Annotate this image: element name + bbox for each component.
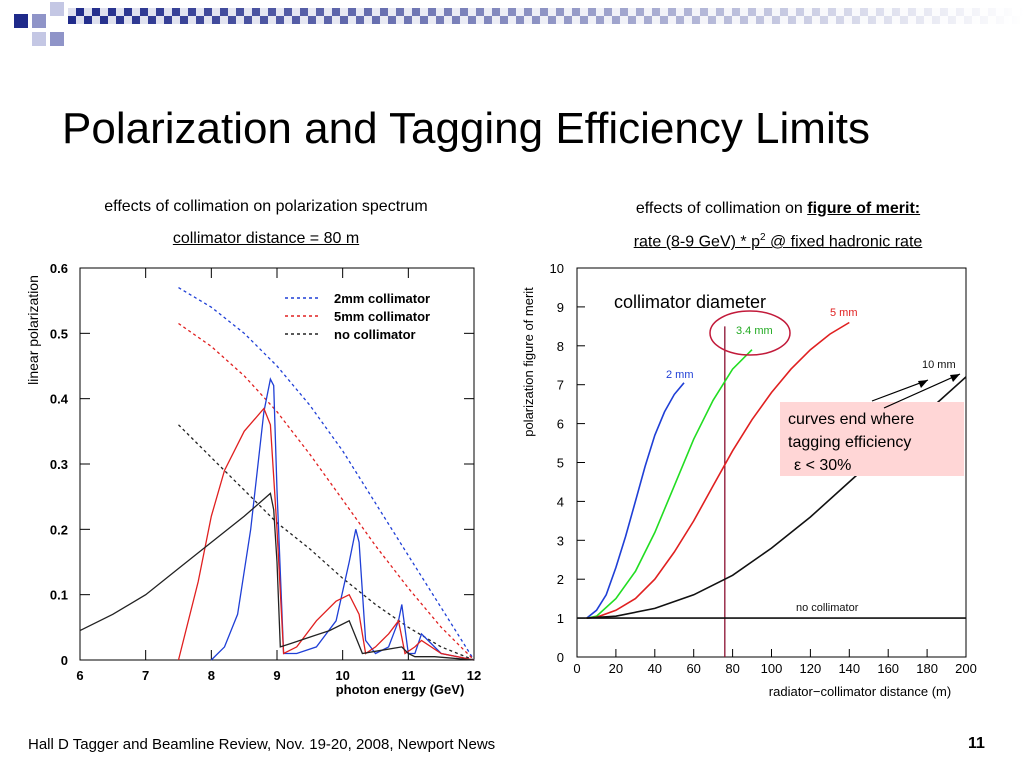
note-arrow-2-head	[950, 374, 960, 382]
chart2-x-tick-label: 140	[838, 661, 860, 676]
chart2-curve-label: 3.4 mm	[736, 325, 773, 337]
chart2-x-tick-label: 80	[725, 661, 739, 676]
chart2-y-tick-label: 10	[550, 261, 564, 276]
chart2-y-axis-label: polarization figure of merit	[521, 287, 536, 437]
chart1-series-line	[178, 322, 475, 661]
chart2-series-line	[586, 382, 685, 619]
chart1-series	[79, 287, 475, 661]
chart1-x-tick-label: 9	[273, 668, 280, 683]
chart1-y-tick-label: 0.2	[50, 522, 68, 537]
chart2-y-tick-label: 7	[557, 378, 564, 393]
chart2-curve-label: 5 mm	[830, 307, 858, 319]
chart1-series-line	[79, 492, 475, 661]
chart2-curve-label: no collimator	[796, 602, 859, 614]
chart1-x-axis-label: photon energy (GeV)	[336, 682, 465, 697]
chart1-y-tick-label: 0.4	[50, 392, 69, 407]
chart2-x-tick-label: 20	[609, 661, 623, 676]
slide-corner-decoration	[14, 2, 64, 46]
chart1-y-axis-label: linear polarization	[25, 275, 41, 385]
chart2-axes: 0 20 40 60 80 100 120 140 160 180 200 0 1 2 3 4 5 6 7 8 9 10	[550, 261, 977, 676]
chart2-x-tick-label: 100	[761, 661, 783, 676]
chart1-x-tick-label: 11	[401, 668, 415, 683]
right-panel-subcaption: rate (8-9 GeV) * p2 @ fixed hadronic rat…	[560, 232, 996, 251]
note-arrow-1-head	[918, 380, 928, 388]
chart2-curve-label: 2 mm	[666, 369, 694, 381]
chart2-x-tick-label: 160	[877, 661, 899, 676]
chart1-y-tick-label: 0.6	[50, 261, 68, 276]
chart1-series-line	[178, 287, 475, 661]
chart1-y-tick-label: 0.5	[50, 326, 68, 341]
chart2-x-axis-label: radiator−collimator distance (m)	[769, 684, 951, 699]
chart1-legend-label: 2mm collimator	[334, 291, 430, 306]
chart2-y-tick-label: 2	[557, 572, 564, 587]
chart2-series-line	[586, 321, 850, 619]
chart2-y-tick-label: 4	[557, 494, 564, 509]
polarization-spectrum-chart: 6 7 8 9 10 11 12 0 0.1 0.2 0.3 0.4 0.5 0.6 2mm collim…	[25, 261, 481, 697]
chart2-curve-labels: 2 mm 3.4 mm 5 mm 10 mm no collimator	[666, 307, 956, 614]
chart2-x-tick-label: 120	[800, 661, 822, 676]
note-line-2: tagging efficiency	[788, 434, 911, 451]
chart1-axes: 6 7 8 9 10 11 12 0 0.1 0.2 0.3 0.4 0.5 0.6	[50, 261, 481, 683]
right-subcaption-a: rate (8-9 GeV) * p	[633, 233, 760, 251]
note-line-1: curves end where	[788, 411, 914, 428]
slide-title: Polarization and Tagging Efficiency Limi…	[62, 104, 870, 153]
chart2-x-tick-label: 40	[648, 661, 662, 676]
chart2-series-line	[586, 349, 753, 619]
deco-square-dark	[14, 14, 28, 28]
collimator-diameter-label: collimator diameter	[614, 292, 766, 312]
slide-page-number: 11	[968, 735, 985, 752]
deco-square-light	[50, 32, 64, 46]
chart1-series-line	[177, 407, 475, 661]
chart2-x-tick-label: 180	[916, 661, 938, 676]
chart2-x-tick-label: 200	[955, 661, 977, 676]
right-caption-prefix: effects of collimation on	[635, 200, 808, 217]
right-caption-bold: figure of merit:	[807, 200, 921, 217]
chart2-y-tick-label: 0	[557, 650, 564, 665]
slide-footer: Hall D Tagger and Beamline Review, Nov. …	[28, 736, 496, 753]
deco-square-pale	[32, 32, 46, 46]
chart1-x-tick-label: 6	[76, 668, 83, 683]
right-subcaption-sup: 2	[759, 232, 766, 243]
chart1-x-tick-label: 10	[335, 668, 349, 683]
chart2-x-tick-label: 60	[686, 661, 700, 676]
chart2-y-tick-label: 5	[557, 456, 564, 471]
right-subcaption-b: @ fixed hadronic rate	[765, 233, 923, 251]
chart1-x-tick-label: 8	[208, 668, 215, 683]
note-line-3: ε < 30%	[794, 457, 851, 474]
deco-square-pale	[50, 2, 64, 16]
chart1-y-tick-label: 0.1	[50, 588, 68, 603]
chart2-series	[577, 321, 967, 657]
left-panel-caption: effects of collimation on polarization s…	[104, 198, 428, 215]
chart2-x-tick-label: 0	[573, 661, 580, 676]
chart1-x-tick-label: 7	[142, 668, 149, 683]
chart2-curve-label: 10 mm	[922, 359, 956, 371]
left-panel-subcaption: collimator distance = 80 m	[172, 230, 360, 247]
chart2-y-tick-label: 1	[557, 611, 564, 626]
chart1-y-tick-label: 0	[61, 653, 68, 668]
note-arrow-1	[871, 379, 929, 402]
tagging-efficiency-note-box	[780, 402, 964, 476]
chart2-y-tick-label: 9	[557, 300, 564, 315]
chart1-legend: 2mm collimator 5mm collimator no collimato…	[285, 291, 430, 342]
chart1-legend-label: no collimator	[334, 327, 416, 342]
note-arrow-2	[883, 373, 961, 409]
highlight-ellipse	[709, 310, 791, 356]
chart2-y-tick-label: 8	[557, 339, 564, 354]
right-panel-caption: effects of collimation on figure of meri…	[560, 200, 996, 218]
chart1-y-tick-label: 0.3	[50, 457, 68, 472]
chart2-y-tick-label: 3	[557, 533, 564, 548]
chart1-x-tick-label: 12	[467, 668, 481, 683]
deco-square-light	[32, 14, 46, 28]
chart2-y-tick-label: 6	[557, 417, 564, 432]
figure-of-merit-chart: 0 20 40 60 80 100 120 140 160 180 200 0 1 2 3 4 5 6 7 8 9 10 …	[521, 261, 977, 699]
chart1-legend-label: 5mm collimator	[334, 309, 430, 324]
title-bar-pattern	[68, 8, 1024, 24]
